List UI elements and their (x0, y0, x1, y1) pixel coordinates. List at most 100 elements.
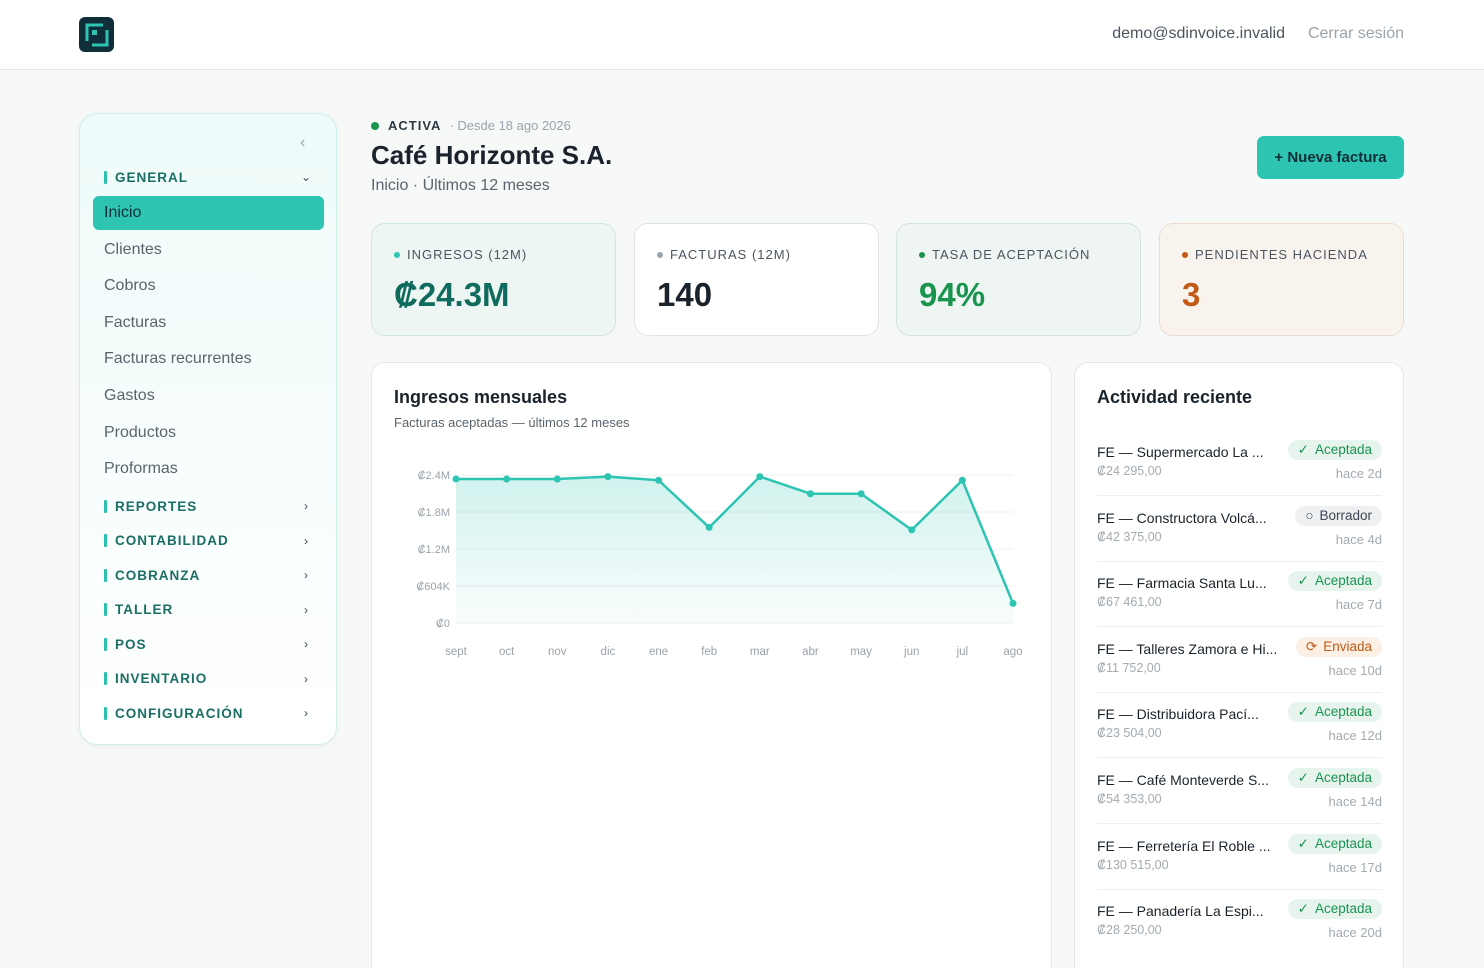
x-tick-label: mar (750, 646, 770, 658)
data-point[interactable] (553, 475, 561, 483)
activity-invoice-name: FE — Distribuidora Pací... (1097, 706, 1259, 723)
chevron-right-icon: › (304, 602, 308, 617)
activity-item[interactable]: FE — Talleres Zamora e Hi... ₡11 752,00 ⟳ E… (1097, 636, 1383, 693)
activity-item[interactable]: FE — Supermercado La ... ₡24 295,00 ✓ Acept… (1097, 440, 1382, 496)
sidebar-item-cobros[interactable]: Cobros (104, 277, 156, 295)
sidebar-item-facturas[interactable]: Facturas (104, 313, 167, 331)
top-bar: demo@sdinvoice.invalid Cerrar sesión (0, 0, 1484, 70)
sidebar-group-label: COBRANZA (115, 567, 201, 583)
sidebar: ‹ GENERAL ⌄ Inicio Clientes Cobros Facturas… (79, 113, 337, 745)
activity-time: hace 14d (1328, 794, 1383, 809)
activity-time: hace 20d (1328, 925, 1383, 941)
sidebar-item-gastos[interactable]: Gastos (104, 387, 155, 404)
data-point[interactable] (806, 490, 814, 498)
sidebar-group-general[interactable]: GENERAL ⌄ (104, 166, 314, 188)
activity-invoice-name: FE — Panadería La Espi... (1097, 903, 1264, 920)
activity-item[interactable]: FE — Panadería La Espi... ₡28 250,00 ✓ Acep… (1097, 899, 1382, 955)
sidebar-group-6[interactable]: CONFIGURACIÓN › (104, 702, 314, 724)
kpi-card-revenue: INGRESOS (12M) ₡24.3M (371, 223, 616, 336)
activity-time: hace 10d (1328, 662, 1383, 678)
data-point[interactable] (958, 476, 966, 484)
activity-time: hace 2d (1335, 466, 1382, 481)
kpi-dot (919, 251, 925, 258)
sidebar-group-0[interactable]: REPORTES › (104, 495, 314, 517)
sidebar-group-label: TALLER (115, 602, 174, 617)
kpi-label-row: TASA DE ACEPTACIÓN (919, 247, 1090, 262)
x-tick-label: sept (445, 646, 468, 658)
page-title: Café Horizonte S.A. (371, 140, 613, 170)
status-label: Aceptada (1314, 573, 1372, 589)
logo-mark-icon (85, 23, 109, 47)
logout-link[interactable]: Cerrar sesión (1307, 25, 1404, 42)
sidebar-group-label: INVENTARIO (115, 671, 208, 686)
kpi-label: FACTURAS (12M) (670, 247, 791, 262)
sidebar-item-facturas-recurrentes[interactable]: Facturas recurrentes (104, 350, 252, 368)
sidebar-group-1[interactable]: CONTABILIDAD › (104, 530, 314, 552)
activity-item[interactable]: FE — Café Monteverde S... ₡54 353,00 ✓ Acep… (1097, 768, 1382, 824)
x-tick-label: may (850, 646, 872, 658)
chevron-right-icon: › (304, 568, 308, 582)
status-since: · Desde 18 ago 2026 (449, 118, 571, 133)
x-tick-label: ene (649, 646, 668, 658)
data-point[interactable] (857, 490, 865, 498)
sidebar-group-label: REPORTES (115, 498, 198, 514)
circle-icon: ○ (1305, 507, 1314, 523)
activity-amount: ₡67 461,00 (1097, 595, 1162, 610)
x-tick-label: nov (548, 646, 567, 658)
y-tick-label: ₡0 (436, 618, 450, 630)
check-icon: ✓ (1297, 442, 1309, 457)
monthly-revenue-card: Ingresos mensuales Facturas aceptadas — … (371, 362, 1052, 968)
sidebar-group-2[interactable]: COBRANZA › (104, 564, 314, 586)
chart-subtitle: Facturas aceptadas — últimos 12 meses (394, 415, 630, 430)
data-point[interactable] (503, 475, 511, 483)
activity-item[interactable]: FE — Farmacia Santa Lu... ₡67 461,00 ✓ Acep… (1097, 571, 1382, 628)
breadcrumb: Inicio · Últimos 12 meses (371, 177, 550, 194)
status-label: ACTIVA (388, 118, 442, 133)
group-accent-bar (104, 170, 107, 184)
sidebar-group-3[interactable]: TALLER › (104, 599, 314, 621)
activity-item[interactable]: FE — Ferretería El Roble ... ₡130 515,00 ✓… (1097, 833, 1382, 890)
activity-amount: ₡28 250,00 (1097, 923, 1162, 938)
kpi-card-pending: PENDIENTES HACIENDA 3 (1159, 223, 1404, 336)
activity-invoice-name: FE — Talleres Zamora e Hi... (1097, 640, 1278, 657)
refresh-icon: ⟳ (1305, 638, 1318, 654)
group-accent-bar (104, 534, 107, 547)
sidebar-group-4[interactable]: POS › (104, 633, 314, 655)
app-logo[interactable] (79, 17, 114, 52)
y-tick-label: ₡1.2M (418, 544, 450, 556)
y-tick-label: ₡1.8M (418, 507, 450, 519)
data-point[interactable] (705, 523, 713, 531)
sidebar-group-label: POS (115, 636, 147, 652)
data-point[interactable] (908, 526, 916, 534)
sidebar-item-productos[interactable]: Productos (104, 423, 177, 441)
new-invoice-button[interactable]: + Nueva factura (1257, 136, 1404, 179)
check-icon: ✓ (1297, 901, 1309, 917)
kpi-label-row: PENDIENTES HACIENDA (1182, 247, 1368, 262)
activity-item[interactable]: FE — Constructora Volcá... ₡42 375,00 ○ Bor… (1097, 505, 1382, 562)
chevron-right-icon: › (304, 499, 308, 513)
status-badge: ○ Borrador (1295, 505, 1382, 526)
chevron-left-icon[interactable]: ‹ (300, 134, 306, 151)
data-point[interactable] (756, 473, 764, 481)
data-point[interactable] (655, 476, 663, 484)
sidebar-item-proformas[interactable]: Proformas (104, 460, 178, 478)
sidebar-item-inicio[interactable]: Inicio (93, 196, 324, 230)
sidebar-group-5[interactable]: INVENTARIO › (104, 668, 314, 690)
check-icon: ✓ (1297, 770, 1309, 785)
activity-item[interactable]: FE — Distribuidora Pací... ₡23 504,00 ✓ Ace… (1097, 702, 1382, 759)
kpi-value: ₡24.3M (394, 276, 510, 313)
x-tick-label: feb (701, 646, 717, 658)
activity-invoice-name: FE — Farmacia Santa Lu... (1097, 575, 1267, 592)
data-point[interactable] (604, 473, 612, 481)
sidebar-item-clientes[interactable]: Clientes (104, 240, 162, 258)
company-status: ACTIVA · Desde 18 ago 2026 (371, 118, 571, 133)
activity-amount: ₡42 375,00 (1097, 529, 1162, 544)
activity-amount: ₡54 353,00 (1097, 792, 1162, 806)
data-point[interactable] (452, 475, 460, 483)
y-tick-label: ₡2.4M (418, 470, 450, 482)
data-point[interactable] (1009, 599, 1017, 607)
x-tick-label: abr (802, 646, 819, 658)
status-label: Aceptada (1314, 442, 1372, 457)
revenue-line (456, 475, 1015, 604)
group-accent-bar (104, 706, 107, 720)
